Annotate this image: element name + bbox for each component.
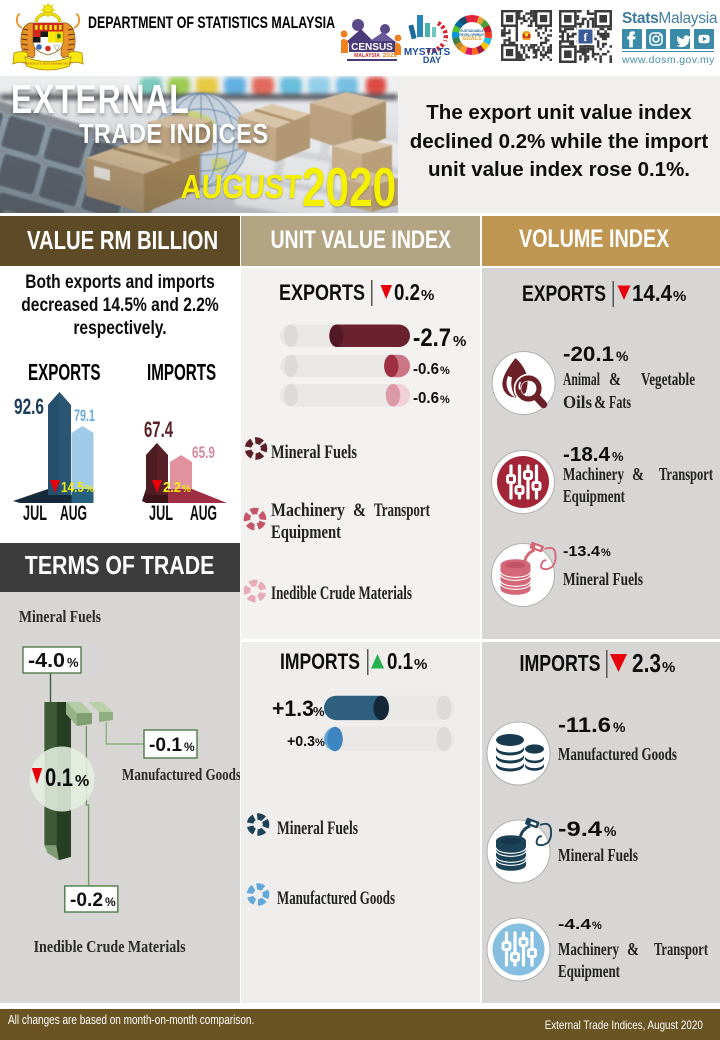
svg-text:%: % <box>601 547 611 559</box>
svg-text:Equipment: Equipment <box>563 486 625 506</box>
svg-text:65.9: 65.9 <box>192 443 215 462</box>
svg-text:&: & <box>594 392 606 412</box>
svg-text:%: % <box>67 655 79 670</box>
svg-text:BERSEKUTU BERTAMBAH MUTU: BERSEKUTU BERTAMBAH MUTU <box>23 62 73 66</box>
svg-text:-11.6: -11.6 <box>558 714 611 737</box>
svg-text:%: % <box>453 333 466 350</box>
svg-text:-13.4: -13.4 <box>563 543 601 560</box>
svg-text:%: % <box>315 737 325 749</box>
svg-text:Transport: Transport <box>654 939 708 959</box>
svg-text:MALAYSIA: MALAYSIA <box>354 53 380 59</box>
svg-text:Manufactured Goods: Manufactured Goods <box>122 765 240 784</box>
svg-text:%: % <box>612 449 624 464</box>
svg-text:Transport: Transport <box>659 464 713 484</box>
svg-text:2.2: 2.2 <box>163 479 181 496</box>
svg-text:MYSTATS: MYSTATS <box>404 47 451 58</box>
svg-text:&: & <box>632 464 644 484</box>
svg-text:%: % <box>85 484 94 495</box>
svg-text:%: % <box>313 704 325 719</box>
svg-text:0.1: 0.1 <box>45 764 73 792</box>
svg-text:Manufactured Goods: Manufactured Goods <box>558 744 677 764</box>
svg-text:%: % <box>616 348 629 364</box>
svg-text:Machinery: Machinery <box>271 500 345 521</box>
svg-text:-9.4: -9.4 <box>558 818 602 841</box>
svg-text:Equipment: Equipment <box>271 522 342 543</box>
svg-text:Manufactured Goods: Manufactured Goods <box>277 888 395 909</box>
svg-text:Vegetable: Vegetable <box>641 369 695 389</box>
svg-text:Fats: Fats <box>609 392 631 412</box>
svg-text:+0.3: +0.3 <box>287 733 315 750</box>
svg-text:AUG: AUG <box>60 502 87 525</box>
svg-text:AUG: AUG <box>190 502 217 525</box>
svg-text:CENSUS: CENSUS <box>351 42 393 53</box>
svg-text:Animal: Animal <box>563 369 600 389</box>
svg-text:79.1: 79.1 <box>74 406 95 425</box>
svg-text:-18.4: -18.4 <box>563 444 611 466</box>
svg-text:Equipment: Equipment <box>558 961 620 981</box>
svg-text:-4.0: -4.0 <box>28 650 65 672</box>
svg-text:IMPORTS: IMPORTS <box>520 650 601 676</box>
svg-text:%: % <box>414 656 427 673</box>
svg-text:Inedible Crude Materials: Inedible Crude Materials <box>271 583 412 604</box>
svg-text:%: % <box>604 823 617 839</box>
svg-text:%: % <box>440 394 450 406</box>
svg-text:67.4: 67.4 <box>144 417 174 442</box>
svg-text:-2.7: -2.7 <box>413 324 451 352</box>
svg-text:-0.1: -0.1 <box>149 735 182 756</box>
svg-text:14.4: 14.4 <box>632 280 672 306</box>
svg-text:+1.3: +1.3 <box>272 696 314 721</box>
svg-text:Oils: Oils <box>563 392 592 412</box>
svg-text:2.3: 2.3 <box>632 648 661 678</box>
svg-text:Transport: Transport <box>374 500 430 521</box>
svg-text:Mineral Fuels: Mineral Fuels <box>563 569 643 589</box>
svg-text:IMPORTS: IMPORTS <box>280 649 360 674</box>
svg-text:-4.4: -4.4 <box>558 916 592 933</box>
svg-text:-0.2: -0.2 <box>70 890 103 911</box>
svg-text:-0.6: -0.6 <box>413 390 439 407</box>
svg-text:%: % <box>421 287 434 304</box>
svg-text:-0.6: -0.6 <box>413 361 439 378</box>
svg-text:&: & <box>609 369 621 389</box>
svg-text:Machinery: Machinery <box>558 939 619 959</box>
svg-text:Machinery: Machinery <box>563 464 624 484</box>
svg-text:Inedible Crude Materials: Inedible Crude Materials <box>34 937 186 956</box>
svg-text:0.2: 0.2 <box>394 279 420 305</box>
svg-text:%: % <box>182 484 191 495</box>
svg-text:%: % <box>662 659 675 676</box>
svg-text:14.5: 14.5 <box>61 479 84 496</box>
svg-text:EXPORTS: EXPORTS <box>279 280 365 305</box>
svg-text:Mineral Fuels: Mineral Fuels <box>271 442 357 463</box>
svg-text:%: % <box>673 288 686 305</box>
svg-text:%: % <box>75 773 89 790</box>
svg-text:f: f <box>584 30 589 44</box>
svg-text:DAY: DAY <box>423 55 441 63</box>
svg-text:92.6: 92.6 <box>14 394 44 419</box>
svg-text:EXPORTS: EXPORTS <box>522 281 606 306</box>
svg-text:%: % <box>440 365 450 377</box>
svg-text:JUL: JUL <box>149 502 173 525</box>
svg-text:&: & <box>353 500 366 521</box>
svg-text:Mineral Fuels: Mineral Fuels <box>277 818 358 839</box>
svg-text:JUL: JUL <box>23 502 47 525</box>
svg-text:Mineral Fuels: Mineral Fuels <box>19 607 101 626</box>
svg-text:Mineral Fuels: Mineral Fuels <box>558 845 638 865</box>
svg-text:&: & <box>627 939 639 959</box>
svg-text:-20.1: -20.1 <box>563 343 614 366</box>
svg-text:2020: 2020 <box>383 52 398 59</box>
svg-text:0.1: 0.1 <box>387 648 413 674</box>
svg-text:%: % <box>613 719 626 735</box>
svg-text:%: % <box>184 740 195 754</box>
svg-text:%: % <box>105 895 116 909</box>
svg-text:%: % <box>592 920 602 932</box>
